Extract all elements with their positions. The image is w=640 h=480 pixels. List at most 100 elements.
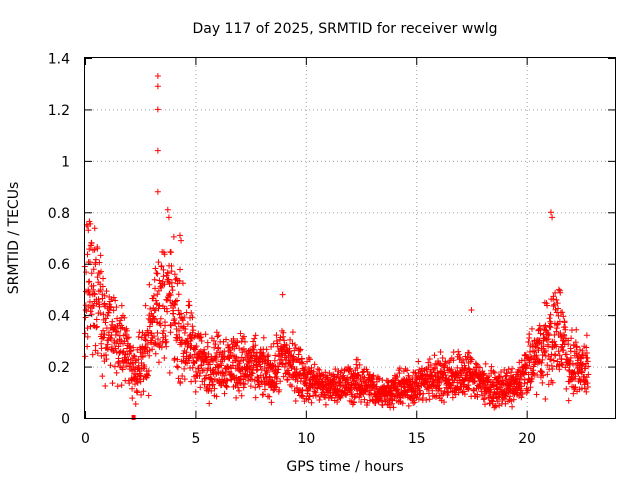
- data-point-peak: [85, 227, 92, 234]
- data-point: [445, 389, 452, 396]
- data-point: [280, 373, 287, 380]
- data-point: [261, 386, 268, 393]
- data-point: [445, 376, 452, 383]
- data-point: [134, 389, 141, 396]
- data-point: [173, 363, 180, 370]
- data-point: [268, 343, 275, 350]
- data-point: [99, 283, 106, 290]
- data-point: [519, 391, 526, 398]
- data-point: [562, 326, 569, 333]
- data-point: [302, 364, 309, 371]
- data-point: [565, 341, 572, 348]
- data-point: [289, 340, 296, 347]
- data-point: [134, 379, 141, 386]
- data-point: [366, 389, 373, 396]
- data-point: [103, 344, 110, 351]
- data-point: [189, 314, 196, 321]
- data-point: [347, 365, 354, 372]
- data-point: [110, 307, 117, 314]
- data-point: [538, 359, 545, 366]
- data-point: [84, 223, 91, 230]
- data-point: [156, 302, 163, 309]
- data-point: [262, 356, 269, 363]
- data-point: [550, 357, 557, 364]
- data-point: [118, 302, 125, 309]
- data-point: [239, 349, 246, 356]
- data-point-peak: [154, 188, 161, 195]
- data-point: [545, 343, 552, 350]
- data-point: [370, 372, 377, 379]
- data-point: [146, 352, 153, 359]
- data-point: [523, 351, 530, 358]
- data-point: [543, 336, 550, 343]
- data-point: [111, 363, 118, 370]
- data-point: [114, 329, 121, 336]
- data-point: [471, 378, 478, 385]
- data-point: [504, 370, 511, 377]
- y-tick-labels: 0 0.2 0.4 0.6 0.8 1 1.2 1.4: [48, 52, 70, 428]
- data-point-peak: [178, 237, 185, 244]
- data-point: [272, 383, 279, 390]
- data-point: [165, 276, 172, 283]
- data-point: [89, 351, 96, 358]
- data-point: [298, 355, 305, 362]
- data-point-peak: [279, 291, 286, 298]
- data-point: [119, 366, 126, 373]
- data-point: [164, 308, 171, 315]
- data-point: [171, 357, 178, 364]
- data-point: [270, 387, 277, 394]
- data-point: [361, 396, 368, 403]
- data-point: [189, 364, 196, 371]
- data-point: [176, 334, 183, 341]
- data-point: [238, 338, 245, 345]
- data-point: [129, 385, 136, 392]
- data-point: [127, 348, 134, 355]
- data-point: [104, 346, 111, 353]
- data-point: [252, 342, 259, 349]
- x-tick-labels: 0 5 10 15 20: [81, 431, 536, 447]
- data-point: [264, 369, 271, 376]
- data-point: [247, 366, 254, 373]
- data-point: [568, 335, 575, 342]
- data-point: [157, 315, 164, 322]
- data-point: [541, 323, 548, 330]
- data-point: [533, 352, 540, 359]
- data-point: [545, 381, 552, 388]
- data-point: [561, 318, 568, 325]
- data-point: [404, 377, 411, 384]
- data-point: [448, 383, 455, 390]
- data-point: [109, 318, 116, 325]
- data-point: [151, 276, 158, 283]
- data-point: [86, 278, 93, 285]
- data-point: [164, 270, 171, 277]
- data-point: [96, 270, 103, 277]
- data-point: [174, 297, 181, 304]
- data-point: [129, 395, 136, 402]
- data-point: [215, 344, 222, 351]
- data-point: [579, 347, 586, 354]
- data-point: [355, 372, 362, 379]
- data-point: [300, 393, 307, 400]
- data-point: [322, 401, 329, 408]
- data-point: [88, 270, 95, 277]
- data-point: [256, 383, 263, 390]
- data-point: [123, 327, 130, 334]
- plot-frame: [84, 57, 616, 419]
- data-point: [461, 391, 468, 398]
- data-point: [542, 396, 549, 403]
- data-point-peak: [154, 106, 161, 113]
- data-point: [563, 385, 570, 392]
- data-point: [567, 354, 574, 361]
- data-point: [101, 331, 108, 338]
- axis-ticks: [85, 58, 615, 419]
- data-point: [366, 397, 373, 404]
- data-point: [334, 399, 341, 406]
- data-point: [174, 356, 181, 363]
- data-point: [118, 382, 125, 389]
- data-point: [115, 358, 122, 365]
- data-point: [305, 354, 312, 361]
- data-point: [120, 348, 127, 355]
- data-point: [212, 353, 219, 360]
- data-point: [308, 399, 315, 406]
- data-point: [254, 366, 261, 373]
